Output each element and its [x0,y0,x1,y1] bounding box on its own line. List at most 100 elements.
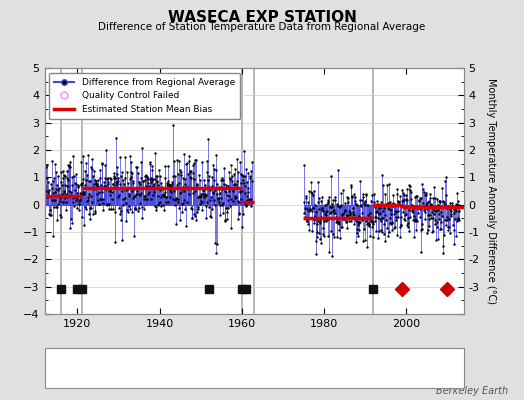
Point [139,178,148,184]
Point [68,182,77,188]
Point [179,200,187,206]
Point [325,210,334,216]
Point [446,230,454,236]
Point [226,203,234,209]
Point [369,218,377,225]
Point [453,202,462,208]
Point [85,216,94,222]
Point [171,202,179,208]
Point [377,217,385,224]
Point [399,190,408,196]
Point [164,178,172,184]
Point [220,181,228,188]
Point [392,232,401,238]
Point [140,195,149,202]
Point [128,188,136,194]
Point [405,182,413,188]
Point [408,203,417,209]
Point [123,207,131,213]
Point [454,215,462,221]
Point [397,222,405,228]
Point [316,220,324,227]
Point [341,207,350,214]
Point [348,214,356,220]
Point [363,244,371,250]
Point [379,231,388,238]
Point [213,195,222,202]
Point [140,193,149,200]
Point [178,186,187,192]
Point [91,208,99,214]
Point [70,180,79,186]
Point [212,167,220,173]
Point [42,193,51,199]
Point [199,186,208,192]
Point [80,222,88,228]
Point [107,186,115,192]
Point [81,182,90,188]
Point [203,199,212,205]
Point [360,226,368,233]
Point [228,198,237,204]
Point [116,154,124,160]
Point [341,200,350,206]
Point [183,198,191,205]
Point [173,157,181,164]
Point [106,192,114,198]
Point [380,205,389,211]
Point [117,169,126,175]
Point [332,214,341,220]
Point [414,204,422,210]
Point [229,188,237,194]
Point [246,173,254,179]
Point [402,196,411,202]
Point [389,225,398,232]
Point [223,192,231,198]
Text: Record Gap: Record Gap [170,364,223,372]
Point [384,205,392,211]
Point [307,205,315,212]
Point [399,209,407,215]
Point [215,199,223,206]
Point [392,209,401,215]
Point [144,191,152,198]
Point [151,206,160,213]
Point [201,191,210,198]
Point [423,230,431,236]
Point [421,216,429,222]
Point [117,217,125,223]
Point [125,153,134,160]
Point [173,171,182,177]
Point [334,219,343,226]
Point [136,180,144,187]
Point [211,187,219,194]
Point [398,198,406,205]
Point [141,195,150,202]
Point [58,191,67,198]
Point [80,189,89,195]
Point [437,225,445,232]
Point [399,216,408,222]
Point [53,182,61,188]
Point [111,208,119,215]
Point [372,213,380,220]
Point [49,203,58,210]
Point [372,209,380,216]
Point [412,193,420,200]
Point [386,220,394,226]
Point [175,204,183,211]
Point [439,250,447,256]
Point [357,210,366,216]
Point [96,175,104,181]
Point [390,200,399,207]
Point [228,178,236,184]
Point [42,162,51,168]
Point [236,188,244,194]
Point [60,182,69,188]
Point [144,176,152,182]
Point [410,234,418,240]
Point [172,184,181,191]
Point [361,198,369,204]
Point [155,200,163,206]
Point [169,173,178,180]
